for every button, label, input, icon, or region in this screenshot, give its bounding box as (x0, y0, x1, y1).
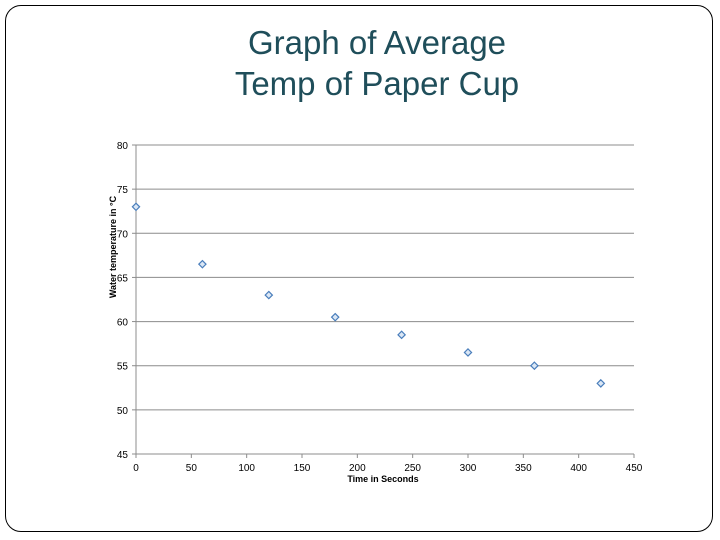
x-tick-label-300: 300 (460, 463, 477, 474)
y-tick-label-65: 65 (117, 273, 129, 284)
x-tick-label-400: 400 (570, 463, 587, 474)
x-tick-label-150: 150 (294, 463, 311, 474)
slide-frame (5, 5, 713, 532)
y-tick-label-55: 55 (117, 362, 129, 373)
data-point-2 (264, 290, 274, 300)
data-point-5 (463, 348, 473, 357)
x-tick-label-200: 200 (349, 463, 366, 474)
y-tick-label-50: 50 (117, 406, 129, 417)
x-axis-title: Time in Seconds (347, 474, 418, 484)
x-tick-label-450: 450 (626, 463, 643, 474)
y-tick-label-45: 45 (117, 450, 129, 461)
gridlines (136, 144, 634, 411)
x-tick-label-50: 50 (186, 463, 198, 474)
x-tick-label-250: 250 (404, 463, 421, 474)
y-axis-title: Water temperature in °C (108, 195, 118, 298)
chart-title-line-1: Graph of Average (247, 24, 507, 61)
data-point-4 (397, 330, 407, 340)
data-point-0 (131, 202, 141, 212)
x-tick-label-0: 0 (133, 463, 139, 474)
y-tick-label-75: 75 (117, 185, 129, 196)
axes (132, 144, 635, 458)
data-point-1 (197, 259, 207, 269)
x-tick-labels: 0 50 100 150 200 250 300 350 400 450 (133, 463, 643, 474)
y-tick-label-60: 60 (117, 318, 129, 329)
chart-title-line-2: Temp of Paper Cup (234, 65, 520, 102)
y-tick-label-70: 70 (117, 229, 129, 240)
data-points (131, 202, 606, 388)
data-point-6 (529, 361, 539, 371)
y-tick-label-80: 80 (117, 141, 129, 152)
data-point-3 (330, 312, 340, 322)
data-point-7 (596, 378, 606, 388)
x-tick-label-100: 100 (238, 463, 255, 474)
y-tick-labels: 45 50 55 60 65 70 75 80 (117, 141, 129, 461)
x-tick-label-350: 350 (515, 463, 532, 474)
